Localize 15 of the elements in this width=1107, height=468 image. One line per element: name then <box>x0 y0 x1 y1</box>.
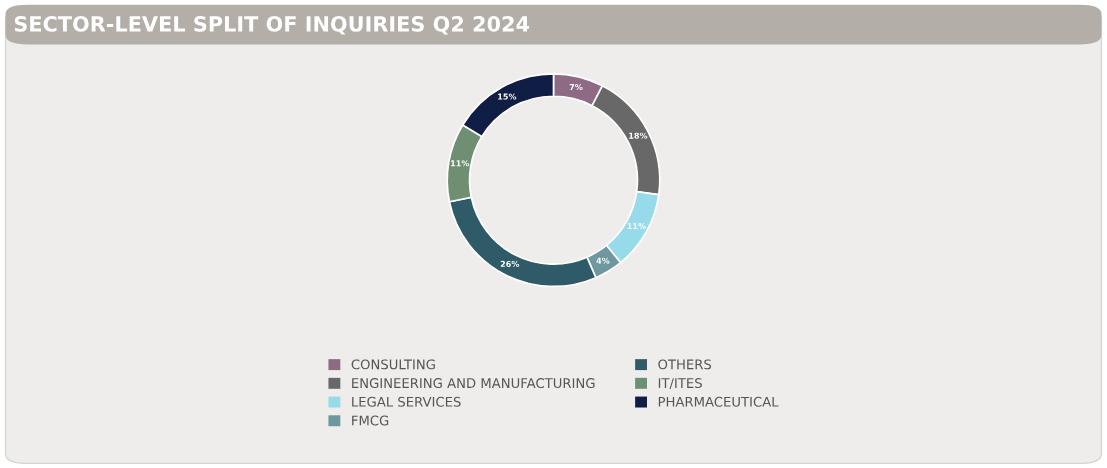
data-label: 4% <box>596 257 610 264</box>
data-label: 7% <box>569 84 583 91</box>
legend-label: OTHERS <box>658 359 712 370</box>
legend-label: PHARMACEUTICAL <box>658 396 779 407</box>
legend-label: IT/ITES <box>658 378 702 390</box>
legend-label: ENGINEERING AND MANUFACTURING <box>352 378 595 389</box>
chart-title: SECTOR-LEVEL SPLIT OF INQUIRIES Q2 2024 <box>14 16 530 35</box>
data-label: 11% <box>627 223 646 230</box>
data-label: 15% <box>498 93 517 100</box>
data-label: 11% <box>451 160 470 167</box>
data-label: 26% <box>500 260 520 267</box>
legend-label: LEGAL SERVICES <box>352 396 461 407</box>
legend-label: CONSULTING <box>351 359 435 370</box>
data-label: 18% <box>629 132 648 139</box>
legend-label: FMCG <box>352 415 389 426</box>
